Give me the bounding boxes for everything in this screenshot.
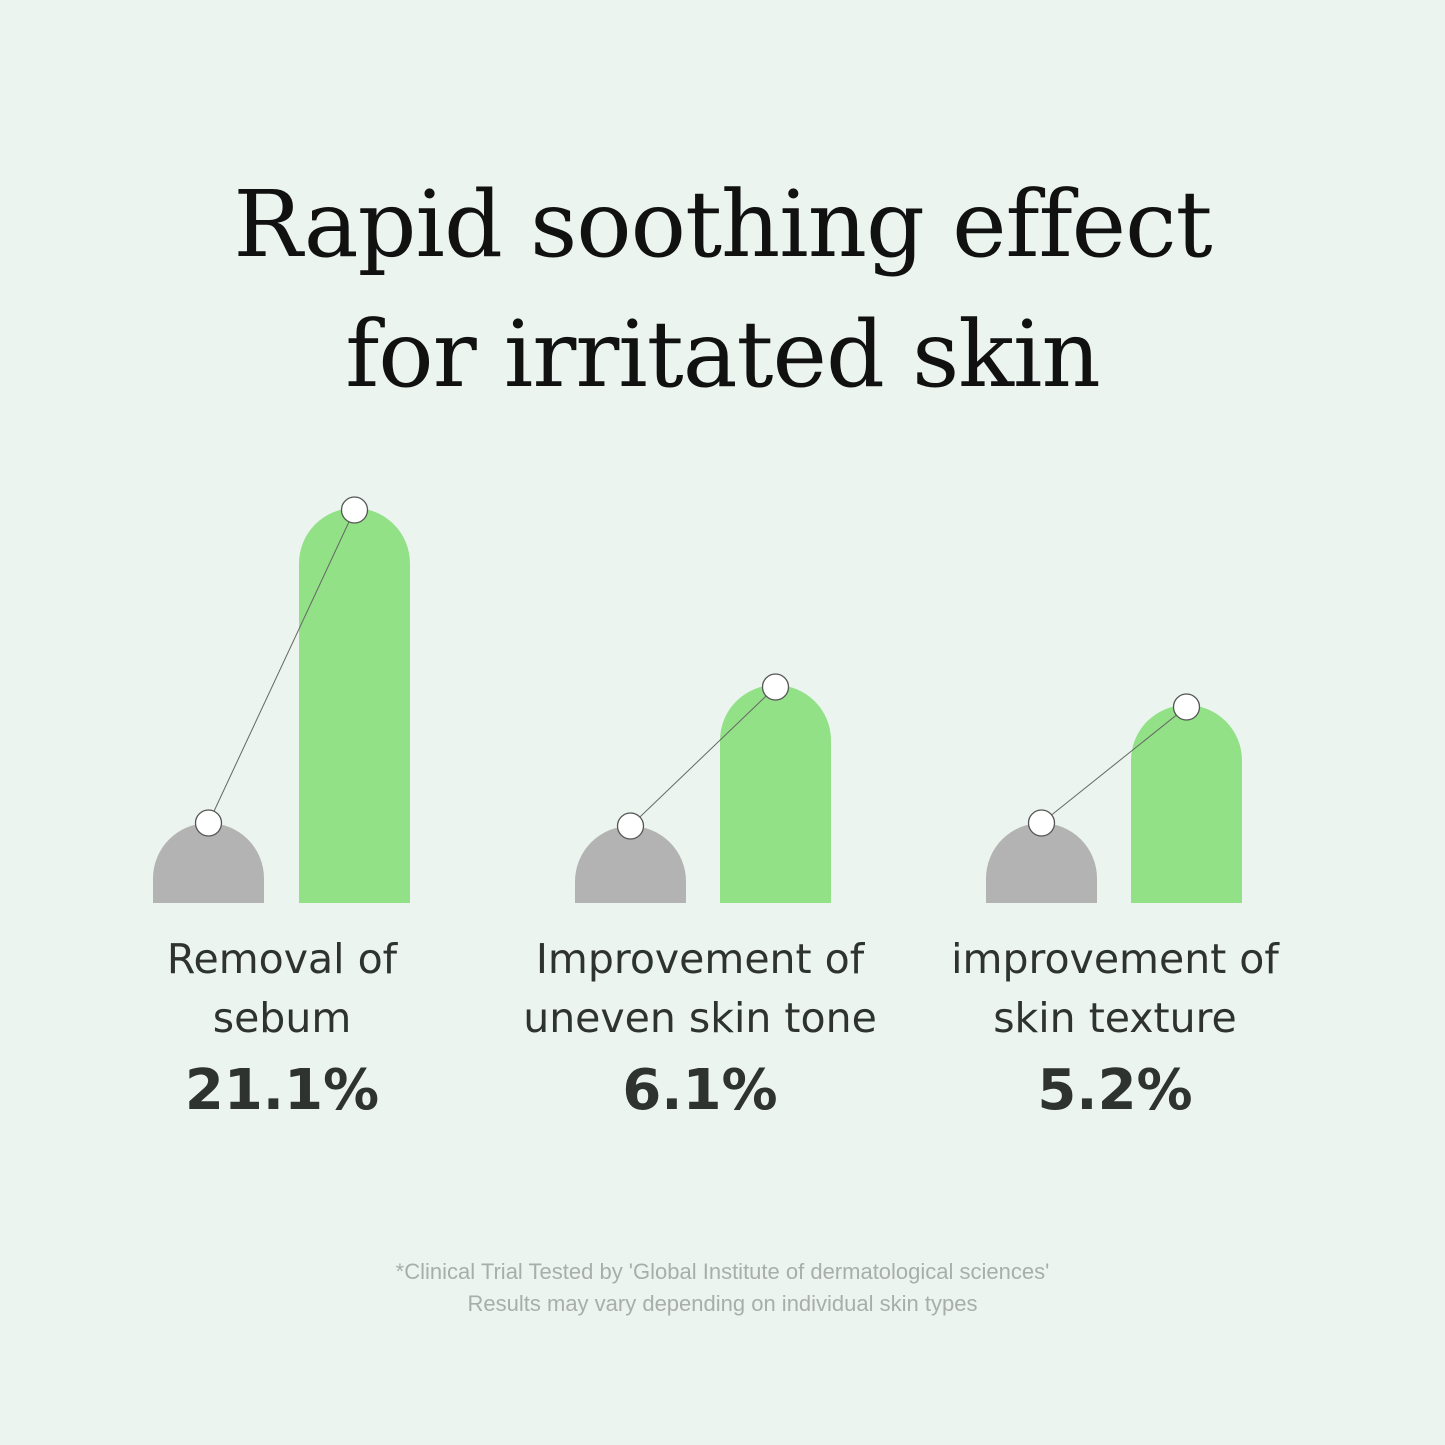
title-line-1: Rapid soothing effect [233, 171, 1212, 278]
category-label: improvement of skin texture [905, 930, 1325, 1048]
category-label: Improvement of uneven skin tone [490, 930, 910, 1048]
after-marker [761, 673, 790, 701]
after-bar [720, 685, 831, 903]
value-label: 6.1% [622, 1058, 778, 1123]
category-label-line-2: skin texture [993, 994, 1237, 1042]
connector-line [208, 509, 355, 824]
after-bar [299, 508, 410, 903]
connector-line [1041, 706, 1187, 824]
before-bar [986, 823, 1097, 903]
category-label: Removal of sebum [72, 930, 492, 1048]
category-label-line-2: sebum [212, 994, 352, 1042]
category-label-line-2: uneven skin tone [523, 994, 877, 1042]
category-label-line-1: Removal of [166, 935, 398, 983]
before-marker [616, 812, 645, 840]
category-label-line-1: Improvement of [535, 935, 865, 983]
footnote-line-1: *Clinical Trial Tested by 'Global Instit… [395, 1259, 1050, 1284]
category-label-line-1: improvement of [951, 935, 1279, 983]
before-bar [575, 826, 686, 903]
footnote-line-2: Results may vary depending on individual… [467, 1291, 978, 1316]
value-label: 21.1% [184, 1058, 380, 1123]
connector-line [630, 686, 776, 827]
title-line-2: for irritated skin [345, 301, 1100, 408]
before-marker [194, 809, 223, 837]
after-marker [340, 496, 369, 524]
value-label: 5.2% [1037, 1058, 1193, 1123]
chart-title: Rapid soothing effect for irritated skin [0, 160, 1445, 420]
footnote: *Clinical Trial Tested by 'Global Instit… [0, 1256, 1445, 1320]
after-marker [1172, 693, 1201, 721]
before-marker [1027, 809, 1056, 837]
before-bar [153, 823, 264, 903]
after-bar [1131, 705, 1242, 903]
